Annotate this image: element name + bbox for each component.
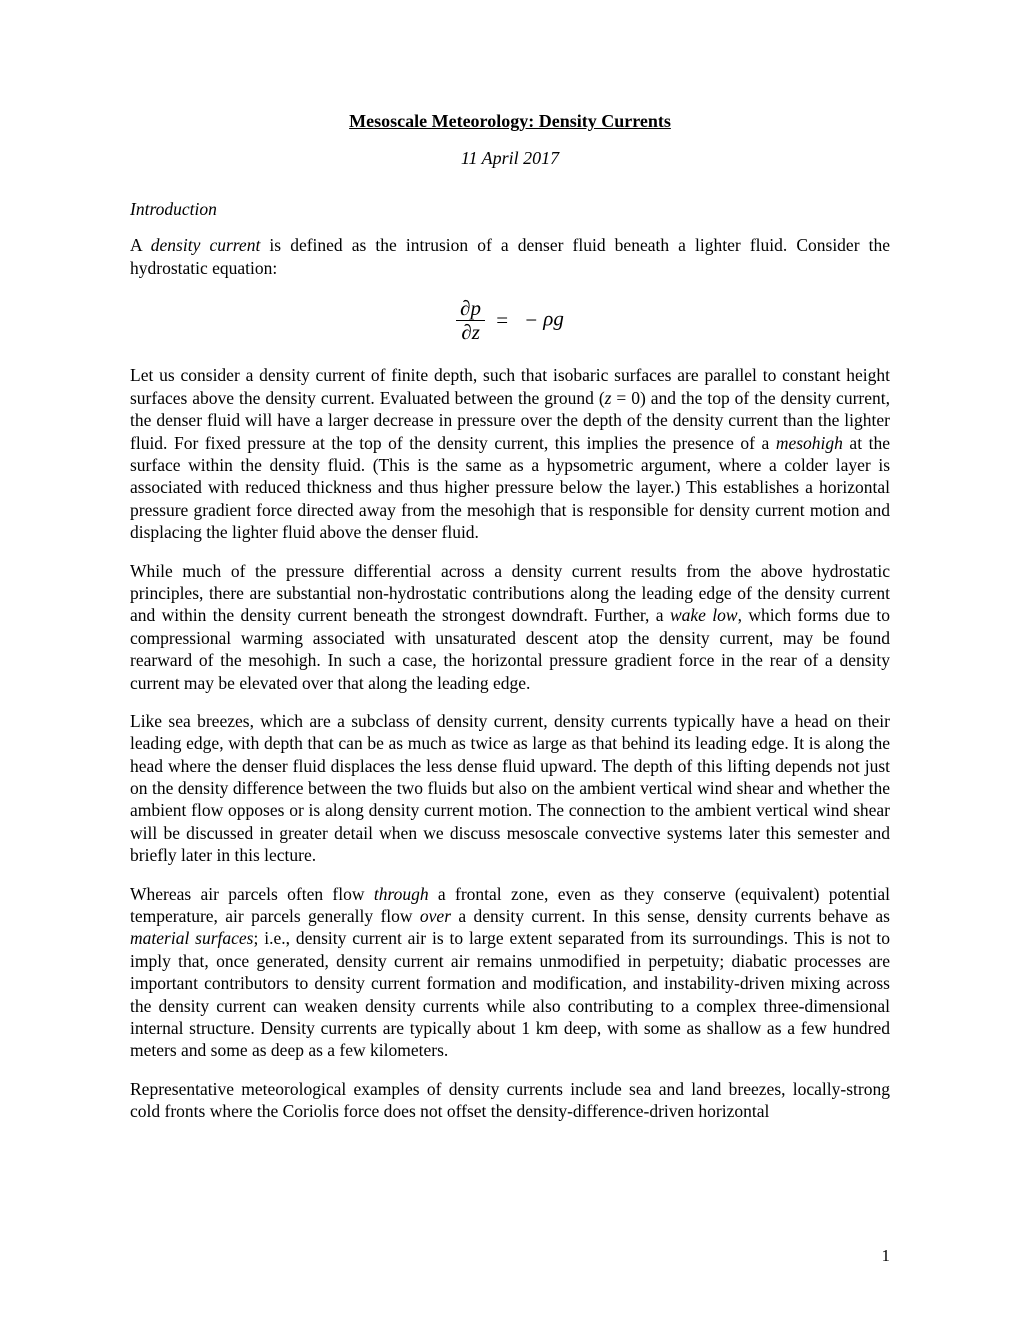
paragraph-5: Whereas air parcels often flow through a… bbox=[130, 883, 890, 1062]
minus-sign: − bbox=[519, 308, 543, 332]
paragraph-3: While much of the pressure differential … bbox=[130, 560, 890, 694]
partial-symbol: ∂ bbox=[461, 320, 471, 344]
paragraph-6: Representative meteorological examples o… bbox=[130, 1078, 890, 1123]
paragraph-1: A density current is defined as the intr… bbox=[130, 234, 890, 279]
term-wake-low: wake low bbox=[670, 605, 738, 625]
paragraph-2: Let us consider a density current of fin… bbox=[130, 364, 890, 543]
term-through: through bbox=[374, 884, 429, 904]
text-span: a density current. In this sense, densit… bbox=[451, 906, 890, 926]
hydrostatic-equation: ∂p ∂z = −ρg bbox=[130, 297, 890, 344]
document-title: Mesoscale Meteorology: Density Currents bbox=[130, 110, 890, 133]
partial-symbol: ∂ bbox=[460, 296, 470, 320]
variable-z: z bbox=[472, 320, 480, 344]
fraction-lhs: ∂p ∂z bbox=[456, 297, 485, 344]
page-number: 1 bbox=[882, 1246, 891, 1266]
term-mesohigh: mesohigh bbox=[776, 433, 843, 453]
denominator: ∂z bbox=[456, 321, 485, 344]
equals-sign: = bbox=[490, 308, 514, 332]
section-heading-introduction: Introduction bbox=[130, 198, 890, 220]
paragraph-4: Like sea breezes, which are a subclass o… bbox=[130, 710, 890, 867]
text-span: A bbox=[130, 235, 151, 255]
text-span: Whereas air parcels often flow bbox=[130, 884, 374, 904]
variable-rho: ρ bbox=[543, 307, 553, 331]
term-material-surfaces: material surfaces bbox=[130, 928, 254, 948]
variable-p: p bbox=[471, 296, 482, 320]
variable-g: g bbox=[553, 307, 564, 331]
page-content: Mesoscale Meteorology: Density Currents … bbox=[0, 0, 1020, 1199]
term-density-current: density current bbox=[151, 235, 261, 255]
document-date: 11 April 2017 bbox=[130, 147, 890, 170]
numerator: ∂p bbox=[456, 297, 485, 321]
term-over: over bbox=[420, 906, 451, 926]
